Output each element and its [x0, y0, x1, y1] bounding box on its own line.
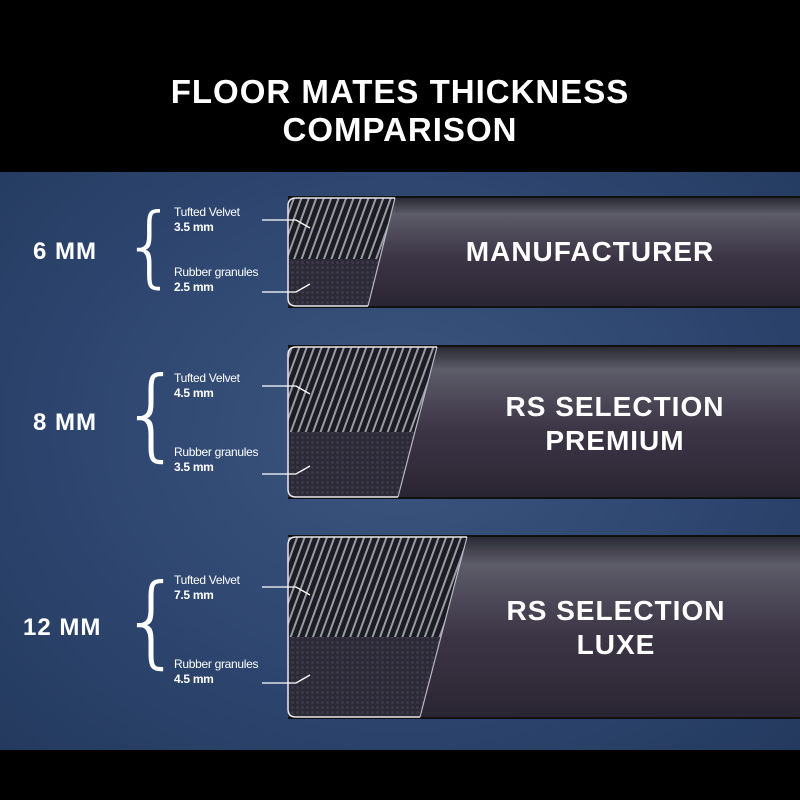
top-layer-label-1: Tufted Velvet 3.5 mm [174, 205, 240, 235]
product-name-3: RS SELECTION LUXE [430, 594, 800, 662]
rubber-layer [288, 432, 415, 497]
leader-line-velvet [262, 586, 311, 596]
title-line-2: COMPARISON [282, 111, 518, 148]
mat-manufacturer [262, 196, 800, 308]
top-layer-label-3: Tufted Velvet 7.5 mm [174, 573, 240, 603]
bottom-layer-label-2: Rubber granules 3.5 mm [174, 445, 259, 475]
mat-rs-selection-premium [262, 345, 800, 499]
rubber-layer [288, 259, 380, 306]
title-line-1: FLOOR MATES THICKNESS [170, 73, 630, 110]
top-layer-thickness: 4.5 mm [174, 386, 214, 400]
leader-line-rubber [262, 283, 311, 293]
velvet-layer [288, 537, 467, 637]
top-layer-name: Tufted Velvet [174, 371, 240, 385]
section-outline [287, 536, 467, 718]
bottom-layer-thickness: 3.5 mm [174, 460, 214, 474]
product-name-line-2: PREMIUM [545, 425, 685, 456]
section-outline [287, 346, 437, 498]
bottom-layer-label-3: Rubber granules 4.5 mm [174, 657, 259, 687]
top-layer-name: Tufted Velvet [174, 573, 240, 587]
bottom-layer-thickness: 2.5 mm [174, 280, 214, 294]
total-thickness-2: 8 MM [33, 409, 97, 436]
bottom-layer-thickness: 4.5 mm [174, 672, 214, 686]
velvet-layer [288, 198, 395, 259]
leader-line-velvet [262, 385, 311, 395]
product-name-line-1: MANUFACTURER [465, 236, 715, 267]
leader-line-velvet [262, 219, 311, 229]
total-thickness-3: 12 MM [23, 614, 102, 641]
leader-line-rubber [262, 465, 311, 475]
velvet-layer [288, 347, 437, 432]
cut-edge [397, 346, 438, 498]
brace-icon-2: { [120, 355, 184, 472]
product-name-line-2: LUXE [576, 629, 656, 660]
top-layer-thickness: 3.5 mm [174, 220, 214, 234]
cut-edge [367, 197, 396, 307]
bottom-layer-name: Rubber granules [174, 265, 259, 279]
rubber-layer [288, 637, 441, 717]
bottom-layer-name: Rubber granules [174, 445, 259, 459]
product-name-line-1: RS SELECTION [505, 391, 725, 422]
product-name-1: MANUFACTURER [400, 235, 780, 269]
mat-rs-selection-luxe [262, 535, 800, 719]
product-name-line-1: RS SELECTION [506, 595, 726, 626]
section-outline [287, 197, 395, 307]
bottom-layer-name: Rubber granules [174, 657, 259, 671]
top-layer-name: Tufted Velvet [174, 205, 240, 219]
brace-icon-3: { [120, 562, 184, 679]
product-name-2: RS SELECTION PREMIUM [430, 390, 800, 458]
brace-icon-1: { [122, 194, 178, 297]
top-layer-thickness: 7.5 mm [174, 588, 214, 602]
total-thickness-1: 6 MM [33, 238, 97, 265]
top-layer-label-2: Tufted Velvet 4.5 mm [174, 371, 240, 401]
cut-edge [419, 536, 468, 718]
leader-line-rubber [262, 674, 311, 684]
bottom-layer-label-1: Rubber granules 2.5 mm [174, 265, 259, 295]
